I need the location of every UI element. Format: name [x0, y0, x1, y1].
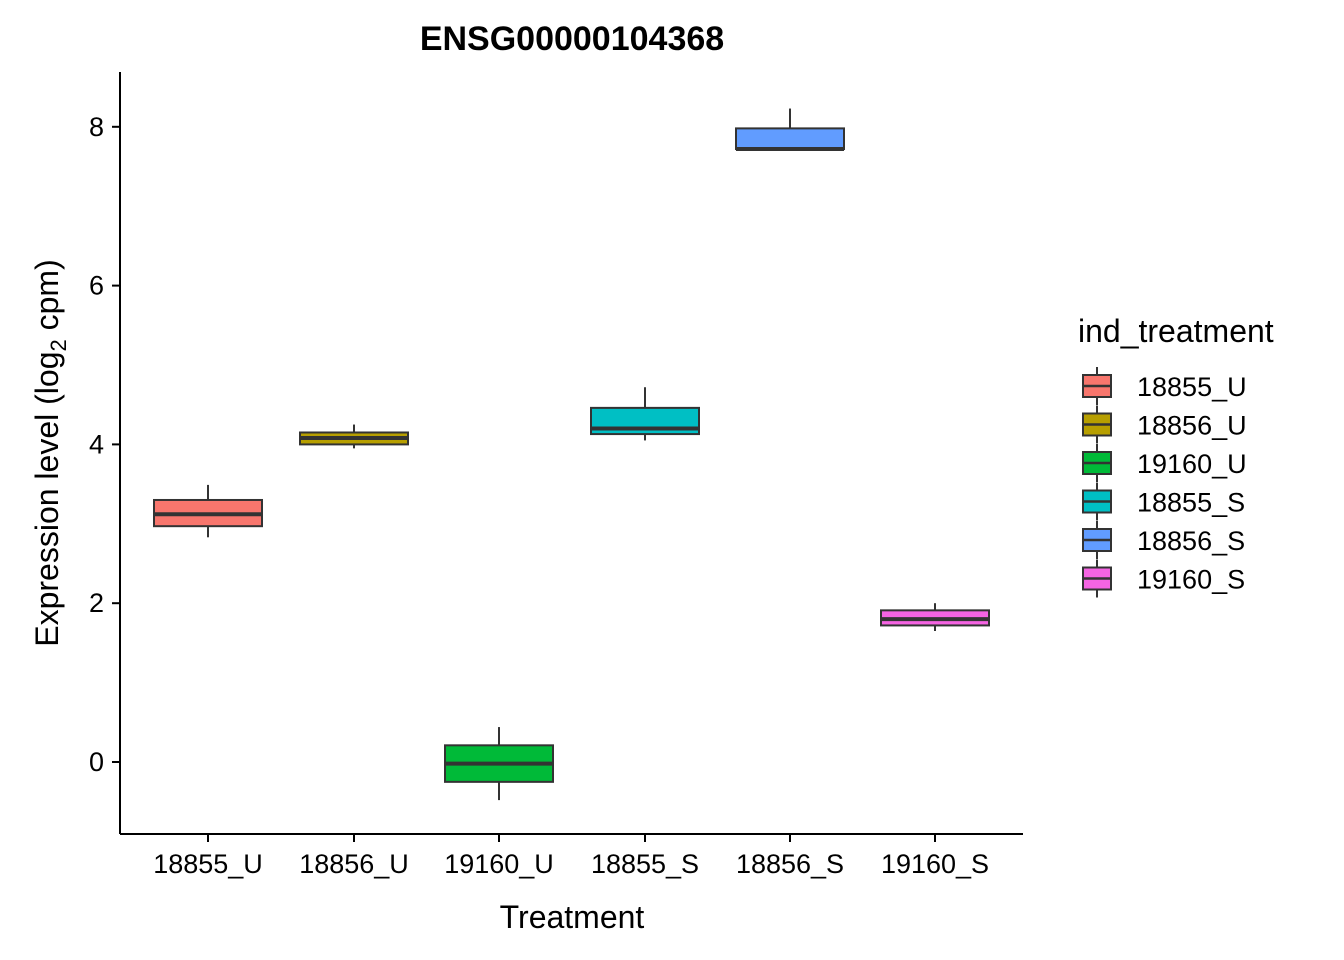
y-axis-title-main: Expression level (log: [29, 352, 65, 647]
legend-title: ind_treatment: [1078, 313, 1274, 349]
plot-area: [153, 108, 990, 801]
legend-item-18856_U: 18856_U: [1082, 405, 1247, 444]
y-tick-label: 2: [89, 588, 104, 618]
box-19160_U: [444, 727, 554, 801]
x-axis-ticks: 18855_U 18856_U 19160_U 18855_S 18856_S 19160…: [153, 834, 989, 879]
legend-item-19160_U: 19160_U: [1082, 444, 1247, 482]
legend-label: 18856_S: [1137, 526, 1245, 556]
y-tick-label: 4: [89, 429, 104, 459]
legend-item-18855_U: 18855_U: [1082, 367, 1247, 405]
x-tick-label: 18855_S: [591, 849, 699, 879]
box-19160_S: [880, 603, 990, 631]
y-axis-title-end: cpm): [29, 259, 65, 339]
y-tick-label: 8: [89, 112, 104, 142]
legend-item-19160_S: 19160_S: [1082, 559, 1245, 598]
box-18855_S: [590, 387, 700, 441]
y-axis-title-subscript: 2: [46, 339, 71, 351]
box-18856_U: [299, 424, 409, 449]
x-tick-label: 18856_U: [299, 849, 409, 879]
legend-label: 19160_U: [1137, 449, 1247, 479]
legend-label: 18855_S: [1137, 488, 1245, 518]
x-tick-label: 18855_U: [153, 849, 263, 879]
x-axis-title: Treatment: [500, 899, 645, 935]
box-body: [735, 127, 845, 151]
y-axis-title: Expression level (log2 cpm): [29, 259, 71, 647]
chart-title: ENSG00000104368: [420, 20, 724, 58]
x-tick-label: 18856_S: [736, 849, 844, 879]
legend-label: 18856_U: [1137, 411, 1247, 441]
y-tick-label: 0: [89, 747, 104, 777]
box-18855_U: [153, 484, 263, 538]
x-tick-label: 19160_U: [444, 849, 554, 879]
x-tick-label: 19160_S: [881, 849, 989, 879]
legend-item-18855_S: 18855_S: [1082, 482, 1245, 521]
y-tick-label: 6: [89, 271, 104, 301]
legend-label: 18855_U: [1137, 372, 1247, 402]
y-axis-ticks: 0 2 4 6 8: [89, 112, 120, 777]
legend: ind_treatment 18855_U18856_U19160_U18855…: [1078, 313, 1274, 598]
legend-item-18856_S: 18856_S: [1082, 521, 1245, 559]
legend-items: 18855_U 18856_U 19160_U 18855_S 18856_S 19160…: [1082, 367, 1247, 598]
box-18856_S: [735, 108, 845, 152]
legend-label: 19160_S: [1137, 565, 1245, 595]
